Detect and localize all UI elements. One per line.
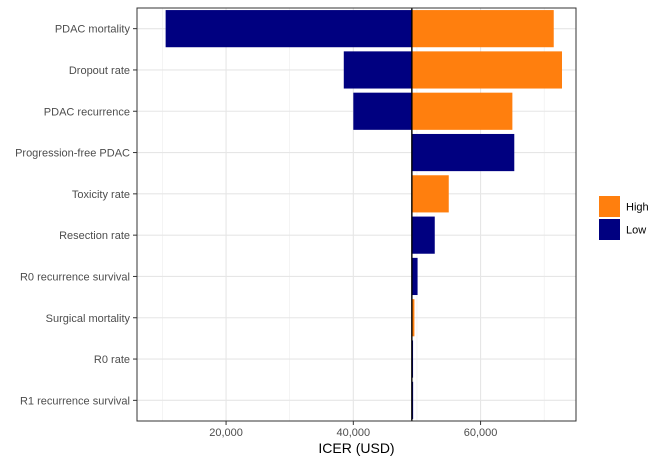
y-tick-label: Progression-free PDAC — [15, 148, 130, 160]
legend: High Low — [599, 196, 649, 240]
bar-low-7 — [411, 257, 418, 296]
x-tick-label: 60,000 — [464, 427, 498, 439]
y-tick-label: Surgical mortality — [46, 313, 131, 325]
bar-low-2 — [343, 51, 412, 89]
bar-high-3 — [411, 92, 513, 130]
bar-high-1 — [411, 10, 554, 48]
plot-panel-border — [136, 7, 577, 422]
legend-key-high — [599, 196, 620, 217]
y-tick-label: Toxicity rate — [72, 189, 130, 201]
bar-low-4 — [411, 133, 515, 172]
y-tick-label: Dropout rate — [69, 65, 130, 77]
y-tick-label: PDAC recurrence — [44, 106, 130, 118]
legend-label-low: Low — [626, 225, 646, 237]
bar-low-3 — [353, 92, 412, 130]
x-axis: 20,000 40,000 60,000 — [209, 421, 497, 439]
bars — [165, 10, 563, 419]
x-tick-label: 20,000 — [209, 427, 243, 439]
y-axis: PDAC mortality Dropout rate PDAC recurrenc… — [15, 24, 137, 407]
bar-low-6 — [411, 216, 435, 254]
bar-high-2 — [411, 51, 563, 89]
y-tick-label: R0 recurrence survival — [20, 271, 130, 283]
bar-high-8 — [411, 299, 415, 337]
y-tick-label: Resection rate — [59, 230, 130, 242]
bar-high-5 — [411, 175, 449, 213]
legend-label-high: High — [626, 202, 649, 214]
x-axis-title: ICER (USD) — [318, 440, 394, 456]
x-tick-label: 40,000 — [336, 427, 370, 439]
y-tick-label: R0 rate — [94, 354, 130, 366]
bar-low-1 — [165, 10, 412, 48]
y-tick-label: PDAC mortality — [55, 24, 131, 36]
y-tick-label: R1 recurrence survival — [20, 395, 130, 407]
legend-key-low — [599, 219, 620, 240]
